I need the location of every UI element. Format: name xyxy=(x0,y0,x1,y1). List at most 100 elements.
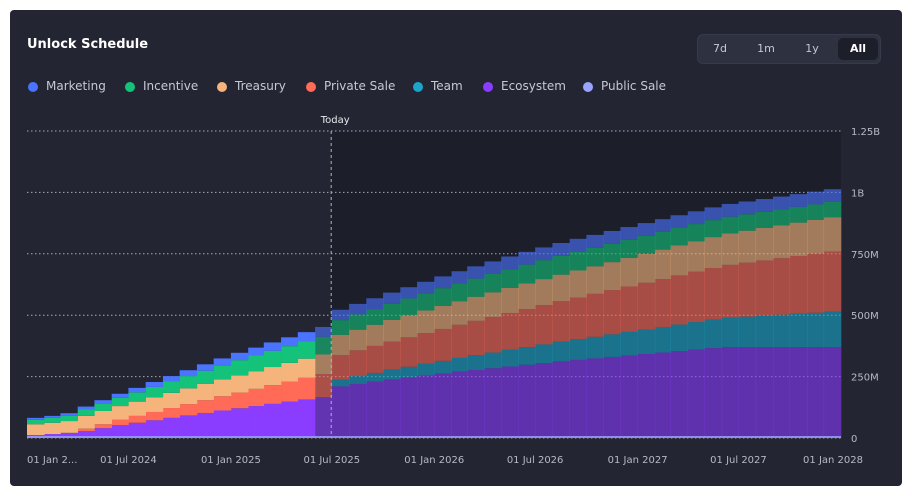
area-step-treasury xyxy=(60,421,79,433)
area-step-marketing xyxy=(27,417,45,420)
area-step-ecosystem xyxy=(569,359,587,438)
area-step-team xyxy=(366,372,384,382)
range-1m-button[interactable]: 1m xyxy=(757,42,775,55)
area-step-team xyxy=(823,311,842,348)
area-step-marketing xyxy=(128,387,146,393)
area-step-private-sale xyxy=(162,408,180,418)
area-step-ecosystem xyxy=(297,399,316,438)
area-step-team xyxy=(484,352,502,369)
area-step-treasury xyxy=(44,422,61,435)
area-step-ecosystem xyxy=(467,369,485,438)
area-step-ecosystem xyxy=(331,386,350,438)
area-step-ecosystem xyxy=(586,358,604,438)
area-step-team xyxy=(552,341,570,362)
area-step-team xyxy=(807,312,825,348)
area-step-ecosystem xyxy=(60,432,79,438)
area-step-incentive xyxy=(60,415,79,422)
area-step-marketing xyxy=(586,234,604,248)
area-step-ecosystem xyxy=(603,356,621,438)
area-step-private-sale xyxy=(297,377,316,400)
area-step-marketing xyxy=(179,370,198,377)
area-step-treasury xyxy=(823,217,842,252)
area-step-team xyxy=(620,331,638,356)
y-tick-label: 250M xyxy=(851,373,879,384)
area-step-treasury xyxy=(434,305,452,329)
area-step-incentive xyxy=(196,370,214,384)
area-step-treasury xyxy=(484,292,502,317)
legend-label-ecosystem: Ecosystem xyxy=(501,79,566,93)
area-step-team xyxy=(687,322,705,350)
area-step-treasury xyxy=(603,262,621,291)
area-step-ecosystem xyxy=(823,347,842,438)
area-step-marketing xyxy=(603,230,621,244)
area-step-treasury xyxy=(383,319,401,342)
area-step-private-sale xyxy=(434,328,452,361)
area-step-incentive xyxy=(451,283,468,302)
area-step-treasury xyxy=(687,241,705,272)
area-step-treasury xyxy=(281,362,299,382)
legend-label-public-sale: Public Sale xyxy=(601,79,667,93)
area-step-incentive xyxy=(44,417,61,423)
legend-label-treasury: Treasury xyxy=(235,79,286,93)
area-step-private-sale xyxy=(620,286,638,332)
area-step-treasury xyxy=(145,397,164,412)
area-step-incentive xyxy=(620,239,638,258)
area-step-marketing xyxy=(807,191,825,205)
area-step-treasury xyxy=(263,367,282,386)
area-step-team xyxy=(518,347,536,365)
area-step-private-sale xyxy=(383,341,401,370)
area-step-incentive xyxy=(349,314,367,330)
area-step-marketing xyxy=(196,364,214,371)
legend-label-team: Team xyxy=(431,79,463,93)
area-step-treasury xyxy=(94,410,112,425)
area-step-treasury xyxy=(721,233,739,265)
x-tick-label: 01 Jan 2026 xyxy=(404,455,464,466)
area-step-incentive xyxy=(434,288,452,306)
area-step-private-sale xyxy=(789,256,808,314)
area-step-private-sale xyxy=(179,404,198,416)
area-step-incentive xyxy=(823,201,842,218)
range-all-button[interactable]: All xyxy=(838,38,878,60)
area-step-ecosystem xyxy=(654,352,671,438)
legend-dot-public-sale xyxy=(583,82,593,92)
area-step-incentive xyxy=(807,204,825,220)
area-step-treasury xyxy=(196,383,214,401)
area-step-treasury xyxy=(704,237,723,269)
area-step-ecosystem xyxy=(535,363,553,438)
area-step-marketing xyxy=(637,223,656,236)
area-step-treasury xyxy=(670,245,689,276)
area-step-private-sale xyxy=(128,415,146,423)
area-step-incentive xyxy=(501,269,519,288)
area-step-ecosystem xyxy=(366,381,384,438)
area-step-team xyxy=(501,349,519,367)
time-range-selector: 7d 1m 1y All xyxy=(697,34,881,64)
area-step-incentive xyxy=(230,360,249,376)
area-step-team xyxy=(670,324,689,352)
area-step-incentive xyxy=(467,278,485,297)
area-step-team xyxy=(434,360,452,374)
x-tick-label: 01 Jul 2027 xyxy=(710,455,767,466)
area-step-marketing xyxy=(552,242,570,256)
x-tick-label: 01 Jul 2024 xyxy=(100,455,157,466)
area-step-incentive xyxy=(162,381,180,393)
x-tick-label: 01 Jan 2025 xyxy=(201,455,261,466)
area-step-marketing xyxy=(213,358,232,366)
legend-dot-private-sale xyxy=(306,82,316,92)
area-step-marketing xyxy=(501,256,519,270)
area-step-incentive xyxy=(281,346,299,363)
area-step-private-sale xyxy=(417,333,435,364)
area-step-ecosystem xyxy=(179,415,198,438)
area-step-private-sale xyxy=(654,279,671,327)
area-step-treasury xyxy=(569,270,587,298)
area-step-private-sale xyxy=(552,301,570,342)
area-step-marketing xyxy=(230,352,249,361)
area-step-incentive xyxy=(738,214,757,231)
area-step-team xyxy=(349,376,367,384)
area-step-ecosystem xyxy=(738,347,757,438)
range-7d-button[interactable]: 7d xyxy=(713,42,727,55)
area-step-marketing xyxy=(383,292,401,304)
x-tick-label: 01 Jul 2026 xyxy=(507,455,564,466)
area-step-treasury xyxy=(501,287,519,313)
range-1y-button[interactable]: 1y xyxy=(805,42,819,55)
area-step-private-sale xyxy=(281,381,299,402)
